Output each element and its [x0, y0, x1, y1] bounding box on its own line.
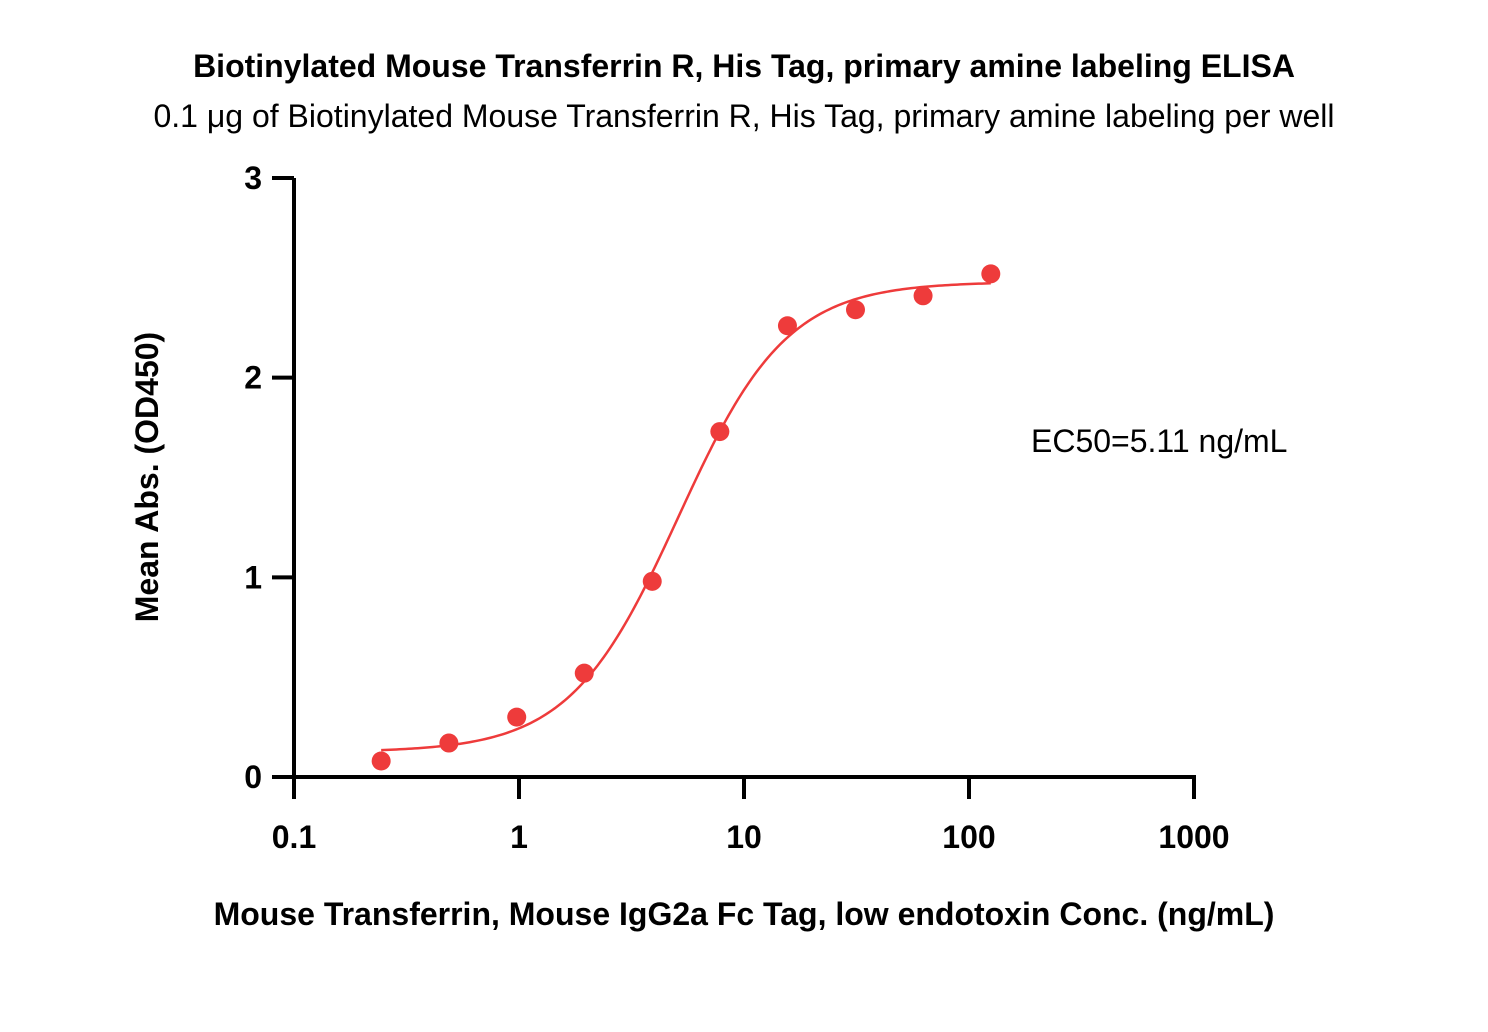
y-axis-label: Mean Abs. (OD450): [129, 332, 165, 622]
y-tick-label: 3: [244, 160, 262, 196]
data-point: [507, 707, 527, 727]
data-point: [371, 751, 391, 771]
axes: 0 1 2 3 0.1 1 10 100 1000: [244, 160, 1229, 855]
fit-curve-layer: [381, 282, 991, 752]
data-points-layer: [371, 264, 1001, 771]
y-tick-label: 1: [244, 559, 262, 595]
x-axis-label: Mouse Transferrin, Mouse IgG2a Fc Tag, l…: [214, 896, 1275, 932]
data-point: [642, 571, 662, 591]
data-point: [710, 422, 730, 442]
data-point: [439, 733, 459, 753]
data-point: [913, 286, 933, 306]
y-tick-label: 0: [244, 759, 262, 795]
data-point: [777, 316, 797, 336]
x-tick-label: 0.1: [272, 819, 316, 855]
x-tick-label: 10: [726, 819, 762, 855]
x-tick-label: 1: [510, 819, 528, 855]
chart-title: Biotinylated Mouse Transferrin R, His Ta…: [193, 48, 1295, 84]
x-tick-label: 1000: [1158, 819, 1229, 855]
data-point: [981, 264, 1001, 284]
ec50-annotation: EC50=5.11 ng/mL: [1031, 423, 1287, 459]
x-tick-label: 100: [942, 819, 995, 855]
fit-curve: [381, 282, 991, 752]
chart-subtitle: 0.1 μg of Biotinylated Mouse Transferrin…: [153, 98, 1335, 134]
data-point: [845, 300, 865, 320]
data-point: [574, 663, 594, 683]
y-tick-label: 2: [244, 360, 262, 396]
